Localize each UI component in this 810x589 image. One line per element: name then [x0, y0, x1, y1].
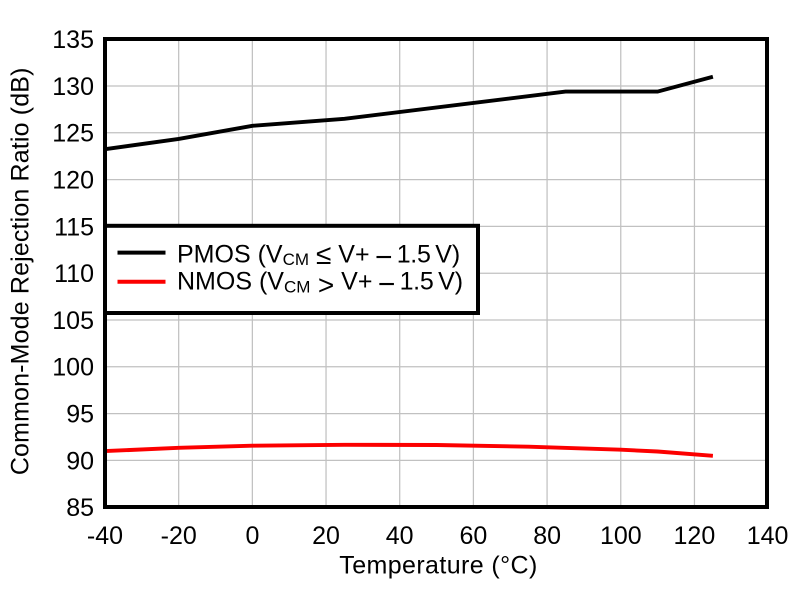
svg-text:135: 135 — [52, 26, 94, 54]
svg-text:40: 40 — [386, 522, 414, 550]
svg-text:20: 20 — [312, 522, 340, 550]
svg-text:140: 140 — [747, 522, 789, 550]
svg-text:80: 80 — [533, 522, 561, 550]
svg-text:85: 85 — [66, 494, 94, 522]
svg-text:NMOS (VCM > V+ − 1.5 V): NMOS (VCM > V+ − 1.5 V) — [177, 268, 463, 301]
svg-text:0: 0 — [245, 522, 259, 550]
svg-text:100: 100 — [600, 522, 642, 550]
svg-text:95: 95 — [66, 401, 94, 429]
svg-text:Temperature (°C): Temperature (°C) — [339, 551, 537, 579]
svg-text:125: 125 — [52, 120, 94, 148]
svg-text:60: 60 — [459, 522, 487, 550]
svg-text:-40: -40 — [87, 522, 123, 550]
svg-text:105: 105 — [52, 307, 94, 335]
svg-text:120: 120 — [52, 167, 94, 195]
svg-text:Common-Mode Rejection Ratio (d: Common-Mode Rejection Ratio (dB) — [7, 67, 35, 475]
svg-text:110: 110 — [54, 260, 94, 288]
svg-text:-20: -20 — [161, 522, 197, 550]
svg-text:PMOS (VCM ≤ V+ − 1.5 V): PMOS (VCM ≤ V+ − 1.5 V) — [177, 239, 460, 274]
svg-text:115: 115 — [54, 213, 94, 241]
svg-text:90: 90 — [66, 447, 94, 475]
svg-text:130: 130 — [52, 73, 94, 101]
svg-text:120: 120 — [674, 522, 716, 550]
svg-text:100: 100 — [52, 354, 94, 382]
